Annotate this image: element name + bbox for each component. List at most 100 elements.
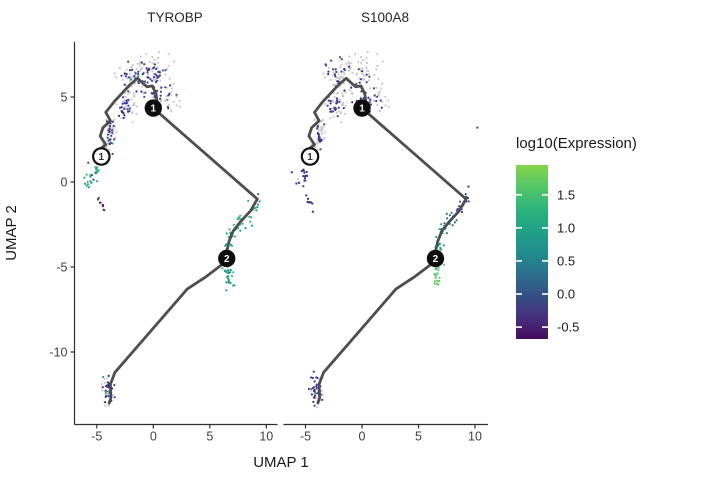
cell-point bbox=[152, 76, 156, 79]
cell-point bbox=[225, 232, 228, 235]
cell-point bbox=[86, 183, 89, 186]
cell-point bbox=[347, 69, 350, 72]
cell-point bbox=[156, 56, 159, 60]
cell-point bbox=[151, 70, 154, 73]
cell-point bbox=[316, 127, 319, 130]
cell-point bbox=[365, 81, 368, 84]
cell-point bbox=[435, 282, 439, 285]
cell-point bbox=[152, 72, 155, 75]
cell-point bbox=[104, 401, 107, 404]
cell-point bbox=[127, 92, 130, 95]
cell-point bbox=[111, 142, 114, 145]
cell-point bbox=[318, 129, 321, 132]
cell-point bbox=[310, 389, 313, 392]
cell-point bbox=[305, 170, 308, 173]
cell-point bbox=[125, 72, 128, 76]
cell-point bbox=[146, 81, 149, 84]
cell-point bbox=[130, 98, 133, 101]
cell-point bbox=[329, 99, 332, 102]
cell-point bbox=[155, 74, 158, 77]
cell-point bbox=[368, 75, 371, 78]
cell-point bbox=[120, 106, 123, 109]
cell-point bbox=[381, 60, 384, 63]
x-tick-label: -5 bbox=[91, 430, 102, 444]
cell-point bbox=[234, 235, 237, 238]
cell-point bbox=[460, 210, 464, 214]
cell-point bbox=[290, 171, 293, 174]
cell-point bbox=[445, 212, 448, 215]
cell-point bbox=[315, 383, 318, 386]
legend-tick-label: 1.5 bbox=[557, 187, 575, 202]
cell-point bbox=[159, 79, 162, 82]
cell-point bbox=[339, 112, 342, 115]
cell-point bbox=[337, 72, 340, 75]
cell-point bbox=[145, 53, 148, 56]
cell-point bbox=[378, 90, 381, 93]
cell-point bbox=[368, 87, 371, 90]
cell-point bbox=[313, 394, 316, 397]
cell-point bbox=[241, 222, 244, 225]
facet-title-left: TYROBP bbox=[147, 10, 203, 25]
cell-point bbox=[97, 169, 100, 173]
cell-point bbox=[387, 105, 390, 108]
cell-point bbox=[154, 77, 157, 80]
cell-point bbox=[367, 70, 370, 73]
cell-point bbox=[155, 67, 158, 71]
cell-point bbox=[329, 117, 332, 120]
cell-point bbox=[384, 104, 387, 107]
cell-point bbox=[351, 92, 354, 95]
cell-point bbox=[433, 280, 437, 283]
cell-point bbox=[435, 235, 438, 239]
node-circle bbox=[426, 249, 445, 268]
cell-point bbox=[317, 133, 320, 136]
cell-point bbox=[175, 104, 178, 107]
cell-point bbox=[118, 114, 121, 117]
cell-point bbox=[95, 180, 98, 183]
cell-point bbox=[143, 63, 146, 66]
cell-point bbox=[130, 75, 133, 78]
cell-point bbox=[337, 80, 340, 83]
cell-point bbox=[89, 174, 92, 177]
cell-point bbox=[339, 98, 342, 101]
cell-point bbox=[342, 107, 345, 110]
cell-point bbox=[227, 235, 230, 238]
cell-point bbox=[359, 97, 362, 100]
cell-point bbox=[362, 58, 365, 62]
cell-point bbox=[376, 103, 379, 106]
cell-point bbox=[127, 110, 130, 113]
cell-point bbox=[302, 175, 305, 178]
cell-point bbox=[172, 82, 175, 85]
cell-point bbox=[365, 66, 368, 69]
facet-panel-tyrobp: 1 1 2 bbox=[83, 51, 261, 407]
trajectory-node-1-leaf: 1 bbox=[300, 147, 320, 166]
cell-point bbox=[166, 98, 169, 101]
cell-point bbox=[341, 94, 344, 97]
cell-point bbox=[334, 68, 337, 71]
cell-point bbox=[367, 96, 370, 99]
cell-point bbox=[306, 197, 310, 200]
cell-point bbox=[131, 63, 134, 66]
cell-point bbox=[157, 70, 160, 74]
cell-point bbox=[125, 101, 128, 104]
cell-point bbox=[129, 78, 132, 81]
cell-point bbox=[128, 76, 131, 79]
cell-point bbox=[340, 76, 343, 79]
cell-point bbox=[132, 76, 135, 79]
cell-point bbox=[130, 66, 133, 69]
cell-point bbox=[225, 289, 228, 292]
cell-point bbox=[156, 76, 159, 79]
cell-point bbox=[85, 184, 88, 187]
cell-point bbox=[316, 125, 319, 128]
cell-point bbox=[120, 110, 124, 114]
cell-point bbox=[125, 99, 128, 102]
cell-point bbox=[313, 118, 316, 121]
cell-point bbox=[438, 280, 441, 283]
cell-point bbox=[108, 127, 111, 130]
cell-point bbox=[372, 99, 375, 102]
cell-point bbox=[256, 206, 259, 209]
cell-point bbox=[311, 210, 314, 213]
cell-point bbox=[361, 70, 364, 73]
cell-point bbox=[89, 175, 92, 178]
cell-point bbox=[434, 276, 437, 279]
